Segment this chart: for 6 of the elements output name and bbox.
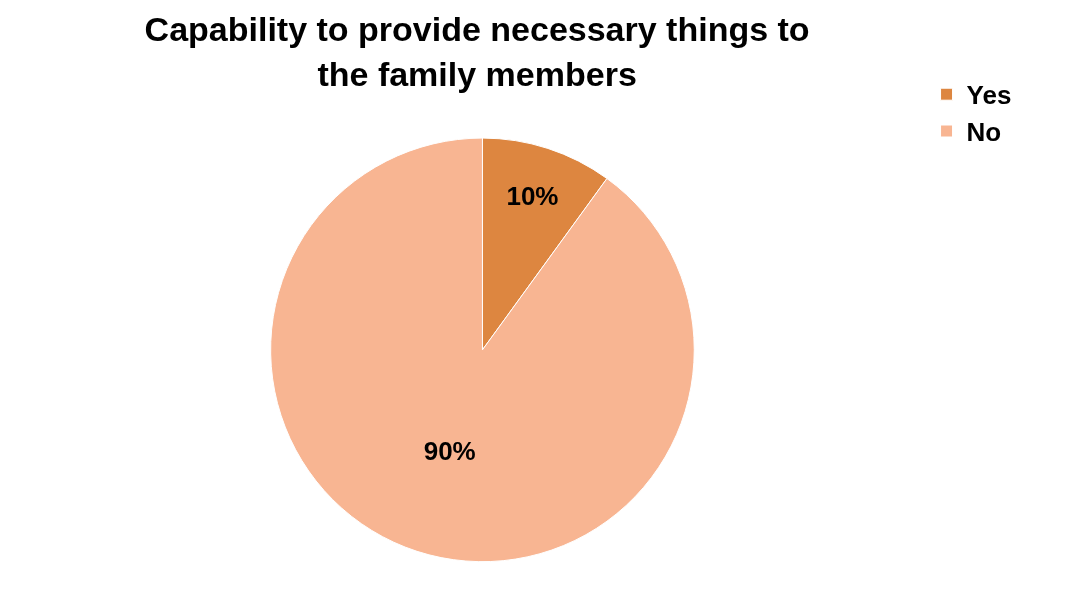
data-label: 10%: [506, 180, 559, 211]
legend-label: No: [966, 117, 1002, 148]
data-label: 90%: [423, 435, 476, 466]
pie-slice: [270, 137, 695, 562]
chart-title: Capability to provide necessary things to the family members: [144, 10, 810, 93]
legend-label: Yes: [966, 80, 1012, 111]
